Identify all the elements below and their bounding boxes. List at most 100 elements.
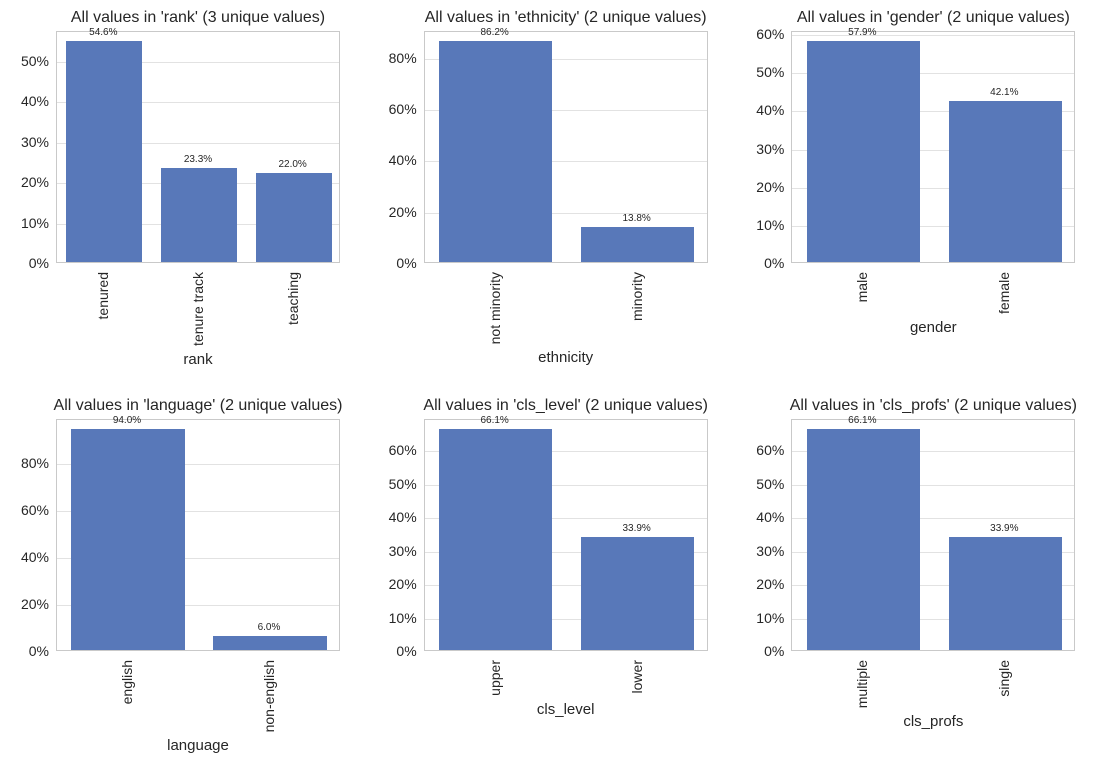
bar-value-label: 66.1% xyxy=(480,415,509,427)
y-tick-label: 40% xyxy=(388,509,417,526)
chart-language: All values in 'language' (2 unique value… xyxy=(0,388,368,776)
x-axis-label: rank xyxy=(183,351,213,368)
y-tick-label: 60% xyxy=(756,442,785,459)
bar-value-label: 13.8% xyxy=(622,212,651,224)
y-tick-label: 0% xyxy=(28,255,49,271)
y-tick-label: 40% xyxy=(388,152,417,169)
gridline xyxy=(792,225,1075,227)
bar-upper xyxy=(438,429,553,650)
chart-title: All values in 'gender' (2 unique values) xyxy=(796,9,1070,26)
gridline xyxy=(792,111,1075,113)
x-tick-label: male xyxy=(854,272,871,303)
bar-value-label: 94.0% xyxy=(112,415,142,427)
x-tick-label: lower xyxy=(628,660,645,694)
bar-value-label: 57.9% xyxy=(848,27,877,39)
y-tick-label: 10% xyxy=(20,214,49,231)
gridline xyxy=(792,451,1075,453)
gridline xyxy=(792,73,1075,75)
x-axis-label: language xyxy=(167,737,229,754)
y-tick-label: 30% xyxy=(756,140,785,157)
gridline xyxy=(57,557,339,559)
x-tick-label: non-english xyxy=(261,660,277,733)
bar-value-label: 66.1% xyxy=(848,415,877,427)
gridline xyxy=(57,142,339,144)
chart-ethnicity: All values in 'ethnicity' (2 unique valu… xyxy=(368,0,736,388)
y-tick-label: 60% xyxy=(388,101,417,118)
y-tick-label: 0% xyxy=(764,255,785,271)
bar-value-label: 33.9% xyxy=(990,522,1019,534)
chart-title: All values in 'cls_profs' (2 unique valu… xyxy=(789,397,1077,414)
gridline xyxy=(792,551,1075,553)
gridline xyxy=(424,161,707,163)
plot-area xyxy=(423,31,708,263)
x-tick-label: english xyxy=(119,660,135,705)
bar-value-label: 54.6% xyxy=(89,26,118,38)
gridline xyxy=(792,585,1075,587)
plot-area xyxy=(56,31,340,263)
y-tick-label: 20% xyxy=(388,203,417,220)
y-tick-label: 30% xyxy=(756,542,785,559)
gridline xyxy=(424,551,707,553)
y-tick-label: 40% xyxy=(756,102,785,119)
bar-tenure track xyxy=(161,167,237,262)
y-tick-label: 30% xyxy=(388,542,417,559)
y-tick-label: 60% xyxy=(388,442,417,459)
gridline xyxy=(792,149,1075,151)
x-tick-label: teaching xyxy=(284,272,301,325)
gridline xyxy=(792,518,1075,520)
gridline xyxy=(792,484,1075,486)
y-tick-label: 20% xyxy=(756,576,785,593)
gridline xyxy=(792,35,1075,37)
gridline xyxy=(424,618,707,620)
gridline xyxy=(424,585,707,587)
gridline xyxy=(792,187,1075,189)
gridline xyxy=(57,510,339,512)
x-tick-label: female xyxy=(996,272,1013,315)
plot-area xyxy=(56,419,340,651)
y-tick-label: 0% xyxy=(396,255,417,271)
x-tick-label: multiple xyxy=(854,660,871,709)
bar-value-label: 86.2% xyxy=(480,27,509,39)
bar-value-label: 42.1% xyxy=(990,87,1019,99)
chart-gender: All values in 'gender' (2 unique values)… xyxy=(735,0,1103,388)
bar-non-english xyxy=(213,635,327,650)
y-tick-label: 0% xyxy=(764,643,785,659)
bar-value-label: 33.9% xyxy=(622,522,651,534)
x-tick-label: minority xyxy=(628,272,645,322)
y-tick-label: 20% xyxy=(20,595,49,612)
bar-value-label: 6.0% xyxy=(257,621,281,633)
bar-value-label: 23.3% xyxy=(183,153,213,165)
bar-english xyxy=(71,429,185,650)
x-tick-label: single xyxy=(996,660,1013,697)
gridline xyxy=(424,518,707,520)
bar-not minority xyxy=(438,41,553,262)
y-tick-label: 10% xyxy=(756,216,785,233)
y-tick-label: 60% xyxy=(20,501,49,518)
y-tick-label: 30% xyxy=(20,133,49,150)
bar-multiple xyxy=(806,429,921,650)
chart-rank: All values in 'rank' (3 unique values) 0%… xyxy=(0,0,368,388)
plot-area xyxy=(423,419,708,651)
y-tick-label: 40% xyxy=(756,509,785,526)
chart-title: All values in 'cls_level' (2 unique valu… xyxy=(423,397,708,414)
chart-title: All values in 'ethnicity' (2 unique valu… xyxy=(424,9,707,26)
bar-lower xyxy=(580,536,695,650)
x-axis-label: gender xyxy=(909,319,957,336)
y-tick-label: 20% xyxy=(388,576,417,593)
plot-area xyxy=(791,419,1076,651)
y-tick-label: 80% xyxy=(20,454,49,471)
x-axis-label: cls_level xyxy=(536,701,595,718)
bar-teaching xyxy=(255,172,332,262)
gridline xyxy=(424,212,707,214)
chart-title: All values in 'rank' (3 unique values) xyxy=(70,9,326,26)
bar-single xyxy=(948,536,1063,650)
chart-title: All values in 'language' (2 unique value… xyxy=(53,397,343,414)
y-tick-label: 20% xyxy=(756,178,785,195)
chart-cls_profs: All values in 'cls_profs' (2 unique valu… xyxy=(735,388,1103,776)
x-axis-label: cls_profs xyxy=(903,713,964,730)
bar-male xyxy=(806,41,921,262)
y-tick-label: 50% xyxy=(388,475,417,492)
gridline xyxy=(792,618,1075,620)
gridline xyxy=(57,102,339,104)
bar-value-label: 22.0% xyxy=(278,158,307,170)
